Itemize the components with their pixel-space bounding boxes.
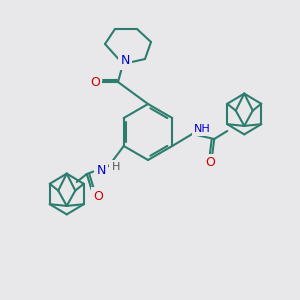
Text: N: N — [96, 164, 106, 176]
Text: O: O — [90, 76, 100, 88]
Text: H: H — [112, 162, 120, 172]
Text: O: O — [93, 190, 103, 202]
Text: O: O — [205, 157, 215, 169]
Text: NH: NH — [194, 124, 211, 134]
Text: N: N — [120, 55, 130, 68]
